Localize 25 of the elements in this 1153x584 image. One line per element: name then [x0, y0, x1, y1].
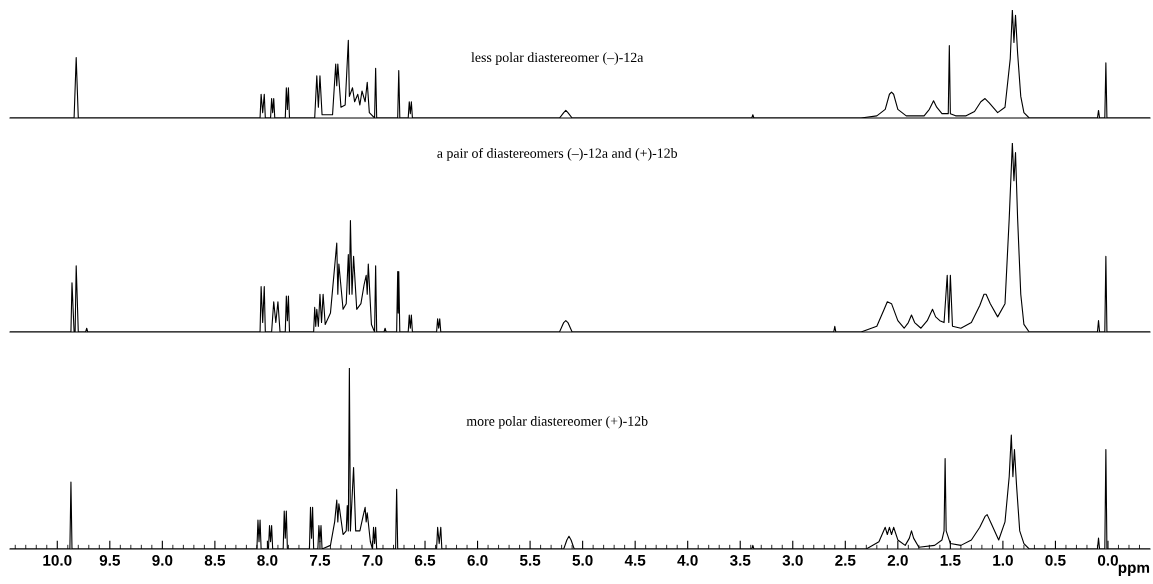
x-tick-label: 10.0 — [43, 554, 72, 566]
x-tick-label: 6.5 — [414, 554, 436, 566]
x-tick-label: 3.0 — [782, 554, 803, 566]
annotation: less polar diastereomer (–)-12a — [471, 52, 644, 65]
x-tick-label: 6.0 — [467, 554, 488, 566]
x-tick-label: 5.5 — [519, 555, 541, 566]
x-axis-title: ppm — [1118, 564, 1150, 577]
annotation: a pair of diastereomers (–)-12a and (+)-12b — [437, 147, 678, 161]
x-tick-label: 9.5 — [99, 554, 121, 566]
x-tick-label: 1.5 — [940, 555, 961, 566]
annotation: more polar diastereomer (+)-12b — [466, 416, 648, 429]
x-tick-label: 1.0 — [993, 554, 1013, 566]
x-tick-label: 4.0 — [677, 554, 698, 566]
x-tick-label: 0.5 — [1045, 554, 1066, 566]
x-tick-label: 8.0 — [257, 554, 278, 566]
x-tick-label: 2.5 — [835, 554, 856, 566]
x-tick-label: 9.0 — [152, 554, 173, 566]
x-tick-label: 8.5 — [204, 554, 226, 566]
x-tick-label: 4.5 — [624, 555, 646, 566]
x-tick-label: 0.0 — [1097, 554, 1118, 566]
x-tick-label: 7.5 — [309, 555, 331, 566]
x-tick-label: 3.5 — [729, 554, 751, 566]
x-tick-label: 5.0 — [572, 554, 593, 566]
x-tick-label: 2.0 — [887, 554, 908, 566]
x-tick-label: 7.0 — [362, 554, 383, 566]
